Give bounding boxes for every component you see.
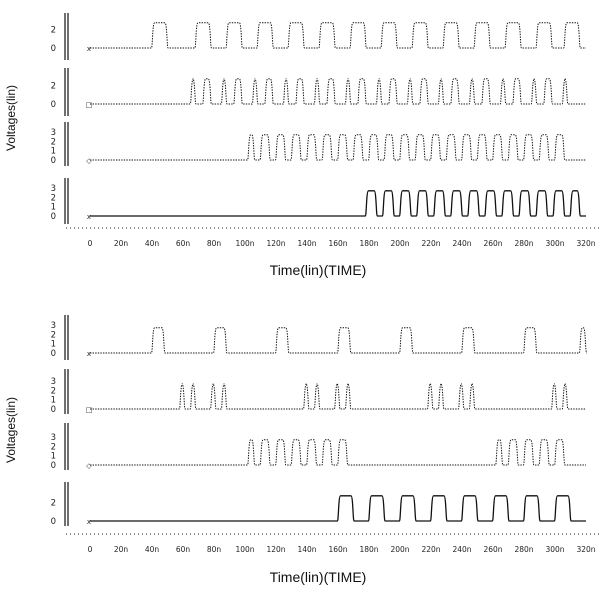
y-tick-label: 1 <box>51 203 56 213</box>
x-tick-label: 40n <box>145 239 160 248</box>
y-tick-label: 0 <box>51 349 56 359</box>
y-axis-label-top: Voltages(lin) <box>4 85 18 151</box>
y-tick-label: 2 <box>51 386 56 396</box>
y-tick-label: 2 <box>51 442 56 452</box>
x-tick-label: 160n <box>328 239 347 248</box>
waveform-trace <box>90 190 586 217</box>
x-tick-label: 180n <box>359 239 378 248</box>
y-tick-label: 2 <box>51 330 56 340</box>
x-tick-label: 260n <box>483 239 502 248</box>
x-tick-label: 120n <box>266 545 285 554</box>
y-tick-label: 0 <box>51 461 56 471</box>
x-tick-label: 180n <box>359 545 378 554</box>
x-tick-label: 220n <box>421 545 440 554</box>
x-tick-label: 100n <box>235 545 254 554</box>
y-tick-label: 0 <box>51 44 56 54</box>
waveform-trace <box>90 78 586 105</box>
x-tick-label: 100n <box>235 239 254 248</box>
x-tick-label: 20n <box>114 239 129 248</box>
x-axis-label-top: Time(lin)(TIME) <box>270 262 367 278</box>
series-marker: □ <box>86 406 93 414</box>
waveform-trace <box>90 327 587 354</box>
y-tick-label: 1 <box>51 147 56 157</box>
series-marker: □ <box>86 101 93 109</box>
x-tick-label: 300n <box>545 545 564 554</box>
y-axis-label-bottom: Voltages(lin) <box>4 397 18 463</box>
series-marker: x <box>87 518 91 526</box>
y-tick-label: 1 <box>51 452 56 462</box>
x-tick-label: 80n <box>207 239 222 248</box>
x-axis-label-bottom: Time(lin)(TIME) <box>270 569 367 585</box>
y-tick-label: 2 <box>51 193 56 203</box>
x-tick-label: 280n <box>514 545 533 554</box>
y-tick-label: 1 <box>51 396 56 406</box>
y-tick-label: 0 <box>51 517 56 527</box>
x-tick-label: 120n <box>266 239 285 248</box>
y-tick-label: 3 <box>51 184 56 194</box>
x-tick-label: 200n <box>390 239 409 248</box>
y-tick-label: 2 <box>51 25 56 35</box>
x-tick-label: 140n <box>297 239 316 248</box>
waveform-trace <box>90 22 586 49</box>
x-tick-label: 0 <box>88 545 93 554</box>
x-tick-label: 160n <box>328 545 347 554</box>
y-tick-label: 3 <box>51 433 56 443</box>
waveform-trace <box>90 383 586 410</box>
y-tick-label: 3 <box>51 321 56 331</box>
x-tick-label: 0 <box>88 239 93 248</box>
series-marker: x <box>87 45 91 53</box>
y-tick-label: 3 <box>51 377 56 387</box>
y-tick-label: 0 <box>51 212 56 222</box>
x-tick-label: 60n <box>176 545 191 554</box>
x-tick-label: 320n <box>576 545 595 554</box>
x-tick-label: 140n <box>297 545 316 554</box>
y-tick-label: 3 <box>51 128 56 138</box>
x-tick-label: 220n <box>421 239 440 248</box>
y-tick-label: 2 <box>51 498 56 508</box>
waveform-trace <box>90 439 586 466</box>
x-tick-label: 60n <box>176 239 191 248</box>
y-tick-label: 1 <box>51 340 56 350</box>
y-tick-label: 2 <box>51 137 56 147</box>
x-tick-label: 20n <box>114 545 129 554</box>
x-tick-label: 260n <box>483 545 502 554</box>
series-marker: x <box>87 213 91 221</box>
series-marker: x <box>87 350 91 358</box>
x-tick-label: 320n <box>576 239 595 248</box>
y-tick-label: 0 <box>51 156 56 166</box>
x-tick-label: 240n <box>452 239 471 248</box>
x-tick-label: 80n <box>207 545 222 554</box>
x-tick-label: 200n <box>390 545 409 554</box>
series-marker: ◇ <box>86 157 92 165</box>
waveform-trace <box>90 495 586 522</box>
x-tick-label: 300n <box>545 239 564 248</box>
y-tick-label: 2 <box>51 81 56 91</box>
x-tick-label: 40n <box>145 545 160 554</box>
waveform-trace <box>90 134 586 161</box>
x-tick-label: 280n <box>514 239 533 248</box>
series-marker: ◇ <box>86 462 92 470</box>
x-tick-label: 240n <box>452 545 471 554</box>
y-tick-label: 0 <box>51 405 56 415</box>
y-tick-label: 0 <box>51 100 56 110</box>
